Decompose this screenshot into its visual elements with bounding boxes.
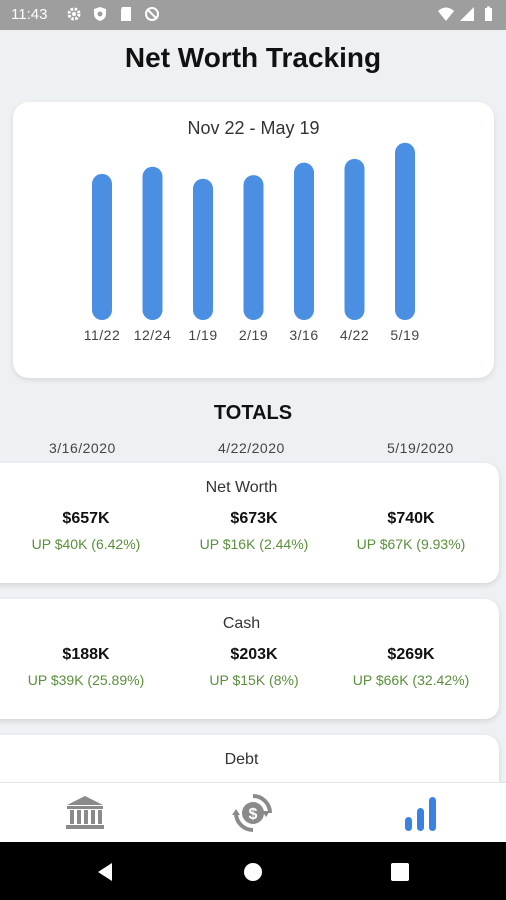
cash-col-1: $188K UP $39K (25.89%) [1, 646, 171, 688]
wifi-icon [438, 7, 454, 21]
change: UP $66K (32.42%) [352, 672, 470, 688]
shield-icon [94, 7, 106, 21]
value: $188K [62, 646, 110, 663]
svg-text:$: $ [249, 806, 258, 823]
date-col-1: 3/16/2020 [49, 440, 116, 456]
bar-2/19 [243, 175, 264, 320]
card-title: Net Worth [205, 479, 278, 496]
bar-4/22 [344, 158, 365, 320]
currency-sync-icon[interactable]: $ [231, 791, 275, 835]
card-title: Debt [224, 751, 259, 768]
cash-col-2: $203K UP $15K (8%) [169, 646, 339, 688]
x-tick-label: 2/19 [239, 327, 268, 343]
change: UP $39K (25.89%) [27, 672, 145, 688]
date-col-3: 5/19/2020 [387, 440, 454, 456]
net-worth-col-3: $740K UP $67K (9.93%) [326, 510, 496, 552]
system-nav-bar [0, 842, 506, 900]
net-worth-col-2: $673K UP $16K (2.44%) [169, 510, 339, 552]
bar-3/16 [294, 162, 314, 320]
x-tick-label: 4/22 [340, 327, 369, 343]
battery-icon [485, 6, 492, 21]
value: $740K [387, 510, 435, 527]
value: $673K [230, 510, 278, 527]
change: UP $40K (6.42%) [31, 536, 141, 552]
x-tick-label: 11/22 [84, 327, 121, 343]
bar-11/22 [92, 173, 112, 320]
value: $269K [387, 646, 435, 663]
cash-card[interactable]: Cash $188K UP $39K (25.89%) $203K UP $15… [0, 599, 499, 719]
home-icon[interactable] [242, 861, 264, 883]
chart-date-range: Nov 22 - May 19 [187, 118, 320, 138]
status-icons-left [66, 6, 160, 22]
totals-heading: TOTALS [213, 402, 293, 424]
recents-icon[interactable] [389, 861, 411, 883]
status-icons-right [438, 6, 496, 22]
card-title: Cash [222, 615, 261, 632]
no-sync-icon [145, 7, 159, 21]
status-bar: 11:43 [0, 0, 506, 30]
change: UP $67K (9.93%) [356, 536, 466, 552]
x-tick-label: 12/24 [134, 327, 172, 343]
bottom-nav: $ [0, 782, 506, 843]
sd-card-icon [121, 7, 131, 21]
bar-12/24 [142, 166, 163, 320]
net-worth-bar-chart: 11/22 12/24 1/19 2/19 3/16 4/22 5/19 [84, 142, 419, 343]
net-worth-card[interactable]: Net Worth $657K UP $40K (6.42%) $673K UP… [0, 463, 499, 583]
signal-icon [460, 7, 474, 21]
bar-5/19 [395, 142, 415, 320]
gear-icon [67, 7, 81, 21]
bank-icon[interactable] [63, 791, 107, 835]
x-tick-label: 5/19 [390, 327, 419, 343]
totals-date-row: 3/16/2020 4/22/2020 5/19/2020 [0, 440, 506, 460]
date-col-2: 4/22/2020 [218, 440, 285, 456]
back-icon[interactable] [95, 861, 117, 883]
change: UP $16K (2.44%) [199, 536, 309, 552]
net-worth-col-1: $657K UP $40K (6.42%) [1, 510, 171, 552]
change: UP $15K (8%) [209, 672, 299, 688]
bar-chart-icon[interactable] [399, 791, 443, 835]
x-tick-label: 3/16 [289, 327, 318, 343]
value: $657K [62, 510, 110, 527]
page-title: Net Worth Tracking [124, 42, 382, 73]
x-tick-label: 1/19 [188, 327, 217, 343]
cash-col-3: $269K UP $66K (32.42%) [326, 646, 496, 688]
value: $203K [230, 646, 278, 663]
chart-card: Nov 22 - May 19 11/22 12/24 1/19 2/19 3/16 4/… [13, 102, 494, 378]
bar-1/19 [193, 178, 213, 320]
status-time: 11:43 [11, 6, 48, 23]
